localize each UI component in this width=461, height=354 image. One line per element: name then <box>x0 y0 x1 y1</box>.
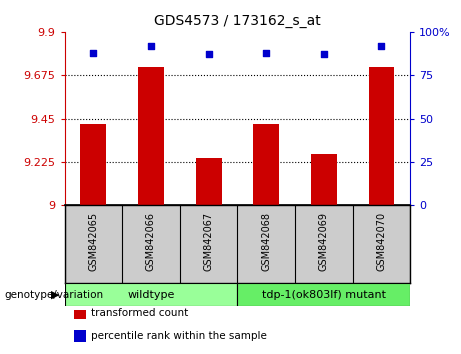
Text: GSM842068: GSM842068 <box>261 212 271 270</box>
Text: tdp-1(ok803lf) mutant: tdp-1(ok803lf) mutant <box>262 290 386 300</box>
Point <box>205 52 212 57</box>
Text: GSM842065: GSM842065 <box>89 212 98 271</box>
Point <box>320 52 327 57</box>
Text: GSM842070: GSM842070 <box>377 212 386 271</box>
Bar <box>74 330 86 343</box>
Point <box>148 43 155 48</box>
Bar <box>237 283 410 306</box>
Text: transformed count: transformed count <box>91 308 188 318</box>
Title: GDS4573 / 173162_s_at: GDS4573 / 173162_s_at <box>154 14 321 28</box>
Text: ▶: ▶ <box>52 290 60 300</box>
Bar <box>74 307 86 320</box>
Text: genotype/variation: genotype/variation <box>5 290 104 300</box>
Text: wildtype: wildtype <box>127 290 175 300</box>
Text: GSM842069: GSM842069 <box>319 212 329 270</box>
Text: GSM842066: GSM842066 <box>146 212 156 270</box>
Text: percentile rank within the sample: percentile rank within the sample <box>91 331 267 341</box>
Bar <box>65 283 237 306</box>
Point <box>378 43 385 48</box>
Point <box>89 50 97 56</box>
Text: GSM842067: GSM842067 <box>204 212 213 271</box>
Bar <box>138 67 164 205</box>
Bar <box>253 124 279 205</box>
Bar <box>195 158 222 205</box>
Bar <box>80 124 106 205</box>
Bar <box>368 67 395 205</box>
Bar <box>311 154 337 205</box>
Point <box>263 50 270 56</box>
